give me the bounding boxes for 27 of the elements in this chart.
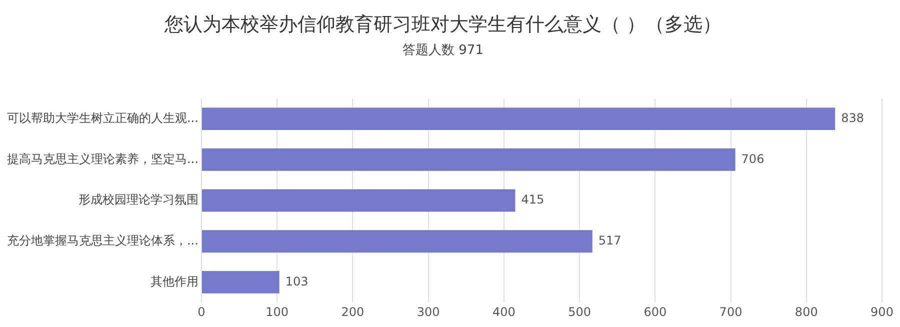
y-tick-label: 可以帮助大学生树立正确的人生观... [6,110,198,125]
data-label: 103 [285,274,308,288]
data-label: 517 [598,233,622,248]
x-tick-label: 0 [198,304,206,319]
data-label: 838 [841,110,864,125]
x-tick-label: 900 [870,304,894,319]
data-label: 415 [521,192,544,207]
bar [202,189,516,212]
x-tick-label: 800 [794,304,818,319]
x-tick-label: 700 [719,304,742,319]
y-tick-label: 充分地掌握马克思主义理论体系，... [6,233,198,248]
bar [202,148,736,171]
x-tick-label: 500 [568,304,591,319]
bar [202,230,592,253]
chart-title: 您认为本校举办信仰教育研习班对大学生有什么意义（ ）（多选） [163,13,722,36]
x-tick-label: 200 [341,304,364,319]
x-tick-label: 300 [416,304,440,319]
x-tick-label: 100 [266,304,289,319]
chart-subtitle: 答题人数 971 [402,42,484,58]
y-tick-label: 形成校园理论学习氛围 [78,192,198,207]
y-tick-label: 提高马克思主义理论素养，坚定马... [6,152,198,166]
data-label: 706 [741,152,764,166]
y-tick-label: 其他作用 [150,274,198,288]
x-tick-label: 400 [492,304,516,319]
bar [202,108,836,130]
bar [202,270,280,294]
x-tick-label: 600 [644,304,667,319]
